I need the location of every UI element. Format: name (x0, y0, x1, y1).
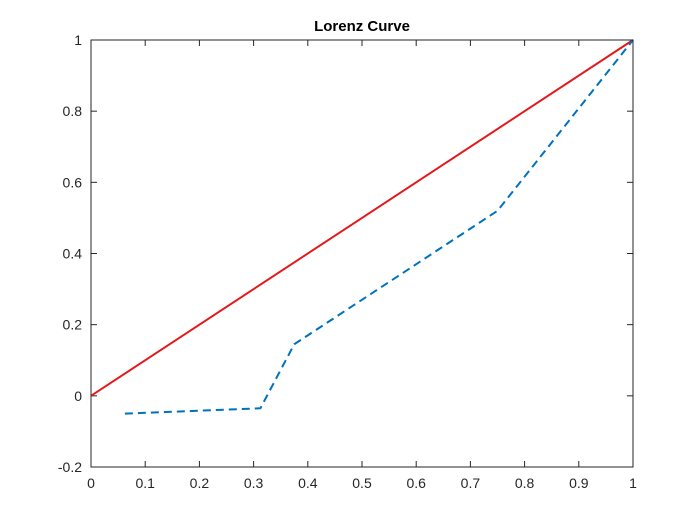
x-tick-label: 0.3 (244, 475, 264, 491)
plot-area (91, 40, 633, 467)
x-tick-label: 0.7 (461, 475, 481, 491)
x-tick-label: 0.4 (298, 475, 318, 491)
x-tick-label: 0.2 (190, 475, 210, 491)
x-tick-label: 0.8 (515, 475, 535, 491)
lorenz-curve-line (124, 39, 634, 415)
x-tick-label: 0.5 (352, 475, 372, 491)
equality-line (90, 39, 634, 397)
plot-background (91, 40, 633, 467)
x-tick-label: 0.6 (406, 475, 426, 491)
axes-box (90, 39, 634, 468)
data-series (90, 39, 634, 415)
y-tick-label: -0.2 (58, 459, 82, 475)
axes-frame (90, 39, 634, 468)
y-tick-label: 0.2 (63, 317, 83, 333)
x-tick-label: 0.9 (569, 475, 589, 491)
x-tick-label: 0 (87, 475, 95, 491)
y-tick-label: 0 (74, 388, 82, 404)
y-tick-label: 1 (74, 32, 82, 48)
x-tick-label: 1 (629, 475, 637, 491)
y-tick-label: 0.4 (63, 246, 83, 262)
axis-ticks: 0 0.1 0.2 0.3 0.4 0.5 0.6 0.7 0.8 0.9 1 -0.2 0 0.2 0.4… (58, 32, 637, 491)
chart-title: Lorenz Curve (314, 18, 410, 35)
y-tick-label: 0.6 (63, 174, 83, 190)
y-tick-label: 0.8 (63, 103, 83, 119)
x-tick-label: 0.1 (135, 475, 155, 491)
